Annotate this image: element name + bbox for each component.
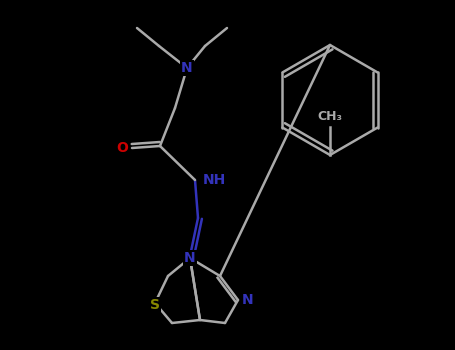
Text: NH: NH [203,173,226,187]
Text: O: O [116,141,128,155]
Text: S: S [150,298,160,312]
Text: CH₃: CH₃ [318,110,343,123]
Text: N: N [242,293,253,307]
Text: N: N [181,61,193,75]
Text: N: N [184,251,196,265]
